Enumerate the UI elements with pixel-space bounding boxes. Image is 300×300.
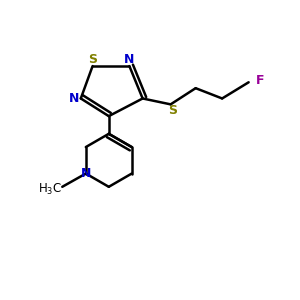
Text: H$_3$C: H$_3$C <box>38 182 62 197</box>
Text: N: N <box>81 167 91 180</box>
Text: S: S <box>88 53 97 66</box>
Text: S: S <box>169 104 178 117</box>
Text: F: F <box>256 74 264 87</box>
Text: N: N <box>124 53 135 66</box>
Text: N: N <box>69 92 80 105</box>
